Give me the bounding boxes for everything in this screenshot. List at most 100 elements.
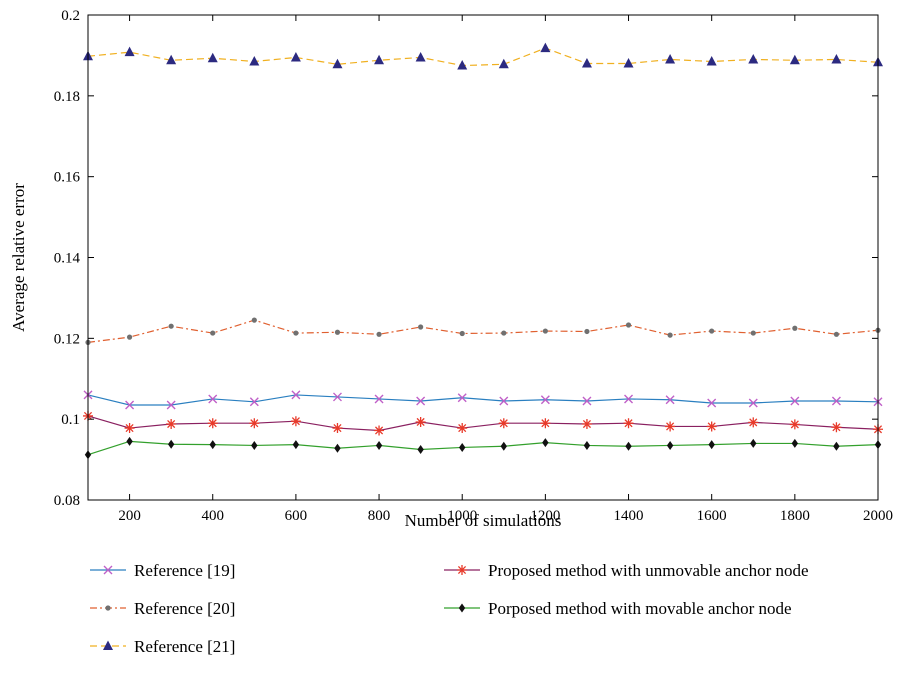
data-point	[126, 436, 133, 446]
x-tick-label: 1400	[614, 508, 644, 524]
data-point	[501, 330, 507, 336]
data-point	[332, 58, 343, 69]
data-point	[582, 396, 592, 406]
series-line	[87, 394, 879, 406]
data-point	[542, 438, 549, 448]
data-point	[831, 396, 841, 406]
y-tick-label: 0.18	[54, 89, 80, 105]
data-point	[792, 325, 798, 331]
data-point	[376, 331, 382, 337]
data-point	[833, 441, 840, 451]
legend-swatch-marker	[103, 640, 113, 650]
data-point	[125, 400, 135, 410]
data-point	[334, 329, 341, 335]
data-point	[457, 393, 467, 403]
legend-label: Reference [19]	[134, 561, 235, 580]
data-point	[167, 439, 175, 449]
data-point	[459, 330, 465, 337]
data-point	[625, 441, 632, 451]
data-point	[249, 55, 260, 66]
legend-item: Reference [19]	[90, 561, 235, 580]
data-point	[334, 443, 341, 453]
y-axis-title: Average relative error	[9, 183, 28, 332]
data-point	[166, 54, 177, 65]
x-tick-label: 400	[201, 508, 224, 524]
data-point	[415, 416, 426, 427]
data-point	[374, 425, 385, 436]
data-point	[831, 53, 842, 64]
data-point	[706, 55, 717, 66]
data-point	[416, 396, 426, 406]
data-point	[249, 418, 260, 429]
x-axis-title: Number of simulations	[405, 511, 562, 530]
data-point	[375, 440, 383, 450]
data-point	[750, 330, 756, 336]
data-point	[168, 323, 174, 329]
data-point	[459, 442, 466, 452]
data-point	[665, 53, 676, 64]
series-1	[83, 390, 883, 410]
data-point	[833, 331, 840, 337]
data-point	[789, 419, 800, 430]
x-tick-label: 800	[368, 508, 391, 524]
data-point	[709, 328, 715, 334]
legend-swatch-marker	[458, 603, 466, 613]
data-point	[706, 421, 717, 432]
data-point	[290, 416, 301, 427]
data-point	[540, 42, 551, 53]
y-tick-labels: 0.08 0.1 0.12 0.14 0.16 0.18 0.2	[54, 8, 81, 509]
data-point	[750, 438, 757, 448]
data-point	[625, 322, 632, 328]
data-point	[124, 423, 135, 434]
data-point	[209, 440, 216, 450]
data-point	[457, 423, 468, 434]
data-point	[374, 54, 385, 65]
data-point	[498, 58, 509, 69]
data-point	[790, 396, 800, 406]
data-point	[251, 440, 258, 450]
data-point	[748, 417, 759, 428]
legend-swatch-marker	[103, 565, 113, 575]
legend-item: Reference [21]	[90, 637, 235, 656]
data-point	[667, 332, 673, 338]
data-point	[499, 396, 509, 406]
y-tick-label: 0.2	[61, 8, 80, 24]
data-point	[540, 395, 550, 405]
data-point	[707, 398, 717, 408]
data-point	[249, 397, 259, 407]
x-tick-label: 1600	[697, 508, 727, 524]
series-5	[84, 436, 882, 460]
data-point	[332, 392, 342, 402]
x-tick-label: 200	[118, 508, 141, 524]
data-point	[540, 418, 551, 429]
data-point	[581, 419, 592, 430]
legend-label: Reference [21]	[134, 637, 235, 656]
legend-label: Proposed method with unmovable anchor no…	[488, 561, 809, 580]
series-line	[87, 415, 879, 432]
data-point	[208, 394, 218, 404]
data-point	[583, 440, 591, 450]
data-point	[291, 390, 301, 400]
plot-series	[83, 42, 883, 460]
data-point	[584, 328, 590, 335]
data-point	[207, 418, 218, 429]
series-4	[83, 410, 883, 436]
x-tick-label: 1200	[530, 508, 560, 524]
x-tick-labels: 200 400 600 800 1000 1200 1400 1600 1800 2000	[118, 508, 893, 524]
data-point	[457, 60, 468, 70]
legend-label: Reference [20]	[134, 599, 235, 618]
data-point	[374, 394, 384, 404]
y-tick-label: 0.16	[54, 170, 81, 186]
series-line	[87, 47, 879, 67]
data-point	[748, 398, 758, 408]
x-tick-label: 1800	[780, 508, 810, 524]
data-point	[665, 395, 675, 405]
data-point	[789, 54, 800, 65]
data-point	[332, 423, 343, 434]
data-point	[166, 400, 176, 410]
series-2	[85, 317, 881, 345]
data-point	[166, 419, 177, 430]
data-point	[666, 440, 674, 450]
data-point	[500, 441, 507, 451]
data-point	[748, 53, 759, 64]
